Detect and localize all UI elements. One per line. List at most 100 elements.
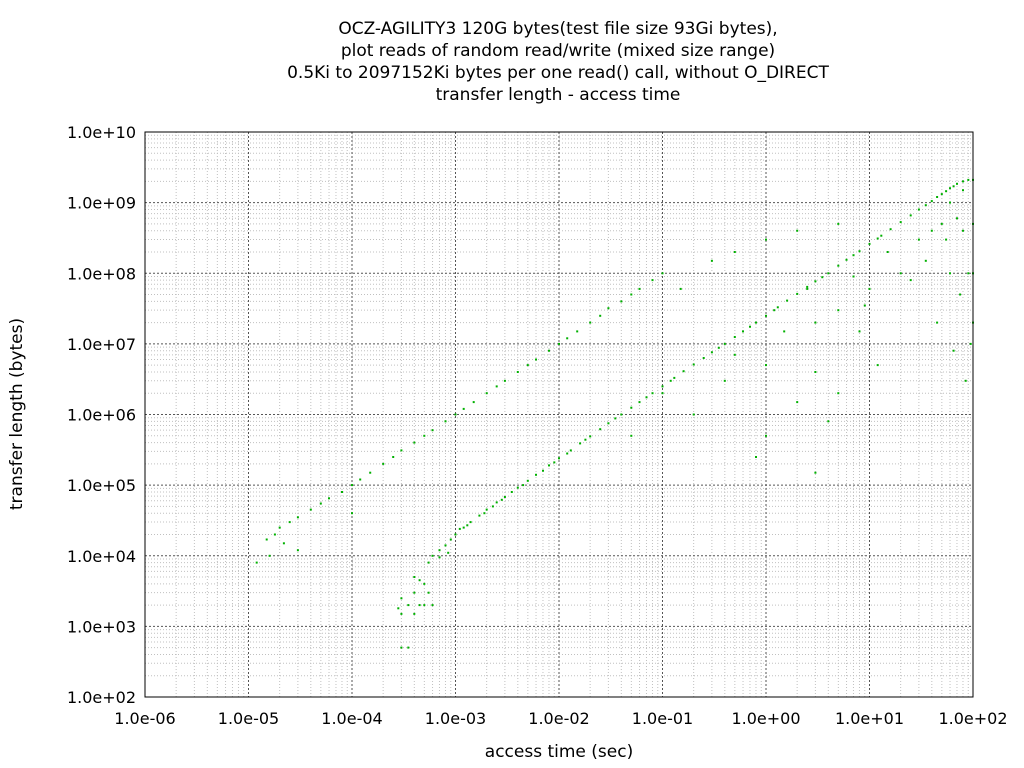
data-point	[478, 514, 481, 517]
data-point	[620, 300, 623, 303]
data-point	[500, 498, 503, 501]
data-point	[723, 379, 726, 382]
data-point	[265, 538, 268, 541]
data-point	[542, 469, 544, 472]
data-point	[558, 457, 560, 460]
data-point	[569, 449, 572, 452]
data-point	[899, 221, 902, 224]
data-point	[407, 646, 410, 649]
data-point	[454, 533, 457, 536]
data-point	[566, 452, 569, 455]
data-point	[814, 280, 817, 283]
data-point	[733, 353, 736, 356]
data-point	[969, 342, 972, 345]
data-point	[438, 556, 441, 559]
y-tick-label: 1.0e+10	[67, 123, 136, 142]
title-line-4: transfer length - access time	[435, 85, 681, 105]
data-point	[702, 357, 705, 359]
x-tick-label: 1.0e-03	[425, 709, 486, 728]
data-point	[765, 434, 767, 437]
data-point	[909, 214, 912, 217]
data-point	[413, 612, 416, 615]
data-point	[400, 597, 403, 600]
x-tick-label: 1.0e-06	[114, 709, 175, 728]
data-point	[692, 363, 695, 366]
data-point	[814, 371, 817, 373]
data-point	[472, 401, 475, 404]
data-point	[423, 582, 426, 585]
data-point	[579, 442, 582, 445]
data-point	[783, 330, 786, 333]
data-point	[359, 478, 362, 481]
y-tick-label: 1.0e+08	[67, 264, 136, 283]
data-point	[661, 392, 664, 395]
data-point	[392, 456, 395, 458]
data-point	[868, 287, 871, 290]
data-point	[952, 185, 955, 188]
data-point	[431, 554, 434, 557]
data-point	[400, 449, 403, 452]
data-point	[692, 413, 695, 416]
data-point	[776, 306, 779, 309]
data-point	[821, 276, 824, 279]
data-point	[503, 379, 506, 382]
data-point	[444, 420, 447, 423]
data-point	[765, 364, 767, 367]
data-point	[827, 420, 830, 423]
data-point	[599, 314, 602, 317]
data-point	[454, 413, 457, 416]
data-point	[959, 293, 962, 296]
data-point	[309, 508, 312, 511]
data-point	[341, 491, 343, 493]
data-point	[651, 279, 654, 282]
data-point	[483, 512, 486, 515]
data-point	[661, 272, 664, 275]
data-point	[566, 337, 569, 340]
data-point	[413, 591, 416, 594]
y-tick-label: 1.0e+07	[67, 335, 136, 354]
data-point	[526, 479, 529, 482]
data-point	[673, 376, 676, 379]
data-point	[516, 371, 519, 373]
chart-title: OCZ-AGILITY3 120G bytes(test file size 9…	[0, 18, 1024, 106]
data-point	[418, 579, 421, 582]
data-point	[427, 591, 430, 594]
x-tick-label: 1.0e+00	[731, 709, 800, 728]
data-point	[278, 526, 281, 529]
data-point	[930, 229, 933, 232]
data-point	[945, 238, 948, 241]
data-point	[651, 392, 654, 395]
x-tick-label: 1.0e+02	[938, 709, 1007, 728]
data-point	[369, 471, 372, 474]
data-point	[949, 201, 951, 204]
data-point	[952, 349, 955, 352]
data-point	[765, 238, 767, 241]
data-point	[679, 287, 682, 290]
data-point	[516, 486, 519, 489]
data-point	[917, 208, 920, 211]
data-point	[296, 549, 299, 552]
data-point	[837, 264, 840, 267]
data-point	[553, 461, 556, 464]
data-point	[814, 321, 817, 324]
data-point	[964, 379, 967, 382]
data-point	[382, 462, 385, 465]
data-point	[742, 330, 744, 333]
data-point	[423, 434, 426, 437]
data-point	[773, 309, 776, 312]
data-point	[806, 287, 809, 290]
data-point	[607, 422, 610, 425]
data-point	[837, 309, 840, 312]
data-point	[458, 527, 461, 530]
data-point	[423, 604, 426, 607]
data-point	[749, 325, 751, 328]
data-point	[880, 234, 883, 237]
data-point	[940, 222, 943, 225]
x-tick-label: 1.0e-05	[218, 709, 279, 728]
data-point	[438, 549, 441, 552]
data-point	[495, 501, 498, 504]
data-point	[614, 417, 617, 420]
data-point	[548, 464, 550, 467]
data-point	[949, 187, 951, 190]
